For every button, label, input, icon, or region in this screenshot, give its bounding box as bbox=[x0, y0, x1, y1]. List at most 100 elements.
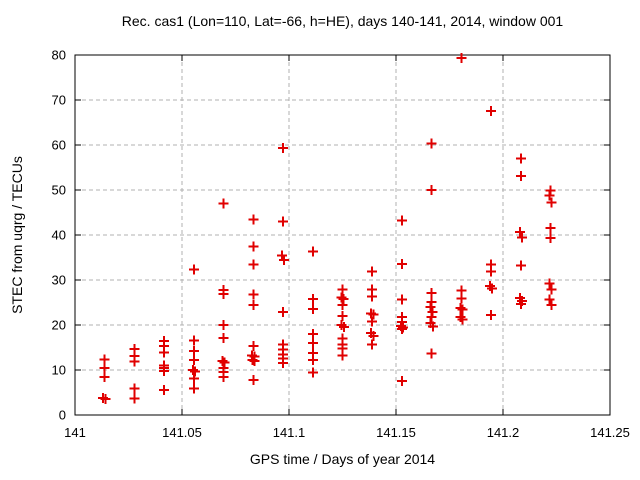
data-point-marker bbox=[190, 366, 201, 377]
data-point-marker bbox=[307, 246, 318, 257]
data-point-marker bbox=[248, 241, 259, 252]
data-point-marker bbox=[546, 299, 557, 310]
data-point-marker bbox=[187, 365, 198, 375]
data-point-marker bbox=[426, 138, 437, 149]
data-point-marker bbox=[516, 232, 527, 243]
x-tick-label: 141.1 bbox=[273, 425, 306, 440]
data-point-marker bbox=[544, 294, 555, 305]
data-point-marker bbox=[129, 383, 140, 394]
data-point-marker bbox=[248, 341, 259, 352]
data-point-marker bbox=[188, 264, 199, 275]
data-point-marker bbox=[218, 320, 229, 330]
data-point-marker bbox=[99, 363, 110, 374]
data-point-marker bbox=[515, 153, 526, 164]
data-point-marker bbox=[336, 320, 347, 330]
data-point-marker bbox=[129, 393, 140, 404]
data-point-marker bbox=[515, 260, 526, 271]
data-point-marker bbox=[307, 329, 318, 339]
data-point-marker bbox=[515, 298, 526, 309]
data-point-marker bbox=[248, 299, 259, 310]
data-point-marker bbox=[248, 259, 259, 270]
chart-title: Rec. cas1 (Lon=110, Lat=-66, h=HE), days… bbox=[121, 13, 564, 29]
data-point-marker bbox=[218, 333, 229, 344]
data-point-marker bbox=[396, 375, 407, 386]
data-point-marker bbox=[248, 374, 259, 385]
y-tick-label: 40 bbox=[52, 228, 66, 243]
data-point-marker bbox=[278, 306, 289, 317]
data-point-marker bbox=[457, 304, 468, 315]
data-point-marker bbox=[545, 233, 556, 244]
data-point-marker bbox=[457, 314, 468, 325]
data-point-marker bbox=[456, 293, 467, 304]
data-point-marker bbox=[218, 371, 229, 382]
data-point-marker bbox=[278, 357, 289, 368]
data-point-marker bbox=[426, 297, 437, 308]
y-tick-label: 60 bbox=[52, 138, 66, 153]
data-point-marker bbox=[159, 365, 170, 376]
data-point-marker bbox=[367, 316, 378, 327]
data-point-marker bbox=[188, 355, 199, 366]
data-point-marker bbox=[544, 190, 555, 201]
data-point-marker bbox=[307, 303, 318, 314]
data-point-marker bbox=[218, 288, 229, 299]
data-point-marker bbox=[248, 214, 259, 225]
data-point-marker bbox=[396, 258, 407, 269]
data-point-marker bbox=[368, 309, 379, 320]
y-tick-label: 10 bbox=[52, 363, 66, 378]
data-point-marker bbox=[544, 278, 555, 289]
data-point-marker bbox=[338, 321, 349, 332]
x-axis-label: GPS time / Days of year 2014 bbox=[249, 451, 436, 467]
x-tick-label: 141.15 bbox=[376, 425, 416, 440]
data-point-marker bbox=[368, 330, 379, 341]
y-axis-label: STEC from uqrg / TECUs bbox=[9, 156, 25, 314]
data-point-marker bbox=[366, 308, 377, 319]
data-point-marker bbox=[337, 284, 348, 295]
data-point-marker bbox=[546, 284, 557, 295]
y-tick-label: 0 bbox=[59, 408, 66, 423]
data-point-marker bbox=[337, 300, 348, 311]
data-point-marker bbox=[337, 350, 348, 361]
data-point-marker bbox=[396, 324, 407, 335]
data-point-marker bbox=[159, 384, 170, 395]
data-point-marker bbox=[545, 222, 556, 233]
data-point-marker bbox=[338, 293, 349, 304]
data-point-marker bbox=[278, 216, 289, 227]
x-tick-label: 141 bbox=[64, 425, 86, 440]
data-point-marker bbox=[367, 339, 378, 350]
y-tick-label: 50 bbox=[52, 183, 66, 198]
data-point-marker bbox=[396, 294, 407, 305]
y-tick-label: 30 bbox=[52, 273, 66, 288]
data-point-marker bbox=[426, 288, 437, 299]
y-tick-label: 80 bbox=[52, 48, 66, 63]
x-tick-label: 141.05 bbox=[162, 425, 202, 440]
data-point-marker bbox=[218, 198, 229, 209]
data-point-marker bbox=[307, 367, 318, 378]
data-point-marker bbox=[277, 250, 288, 261]
data-point-marker bbox=[367, 291, 378, 302]
data-point-marker bbox=[486, 310, 497, 321]
data-point-marker bbox=[337, 311, 348, 321]
data-point-marker bbox=[307, 293, 318, 304]
data-point-marker bbox=[455, 302, 466, 313]
data-point-marker bbox=[278, 143, 289, 154]
data-point-marker bbox=[100, 393, 111, 404]
data-point-marker bbox=[249, 356, 260, 366]
data-point-marker bbox=[396, 215, 407, 226]
data-point-marker bbox=[486, 266, 497, 277]
x-tick-label: 141.25 bbox=[590, 425, 630, 440]
data-point-marker bbox=[426, 311, 437, 322]
data-point-marker bbox=[515, 171, 526, 182]
data-point-marker bbox=[398, 322, 409, 333]
data-point-marker bbox=[514, 226, 525, 237]
data-point-marker bbox=[219, 357, 230, 368]
data-point-marker bbox=[188, 346, 199, 357]
data-point-marker bbox=[427, 321, 438, 332]
data-point-marker bbox=[456, 53, 467, 64]
data-point-marker bbox=[188, 373, 199, 384]
data-point-marker bbox=[426, 185, 437, 195]
data-point-marker bbox=[129, 356, 140, 367]
data-point-marker bbox=[248, 289, 259, 300]
data-point-marker bbox=[425, 302, 436, 312]
data-point-marker bbox=[336, 292, 347, 303]
